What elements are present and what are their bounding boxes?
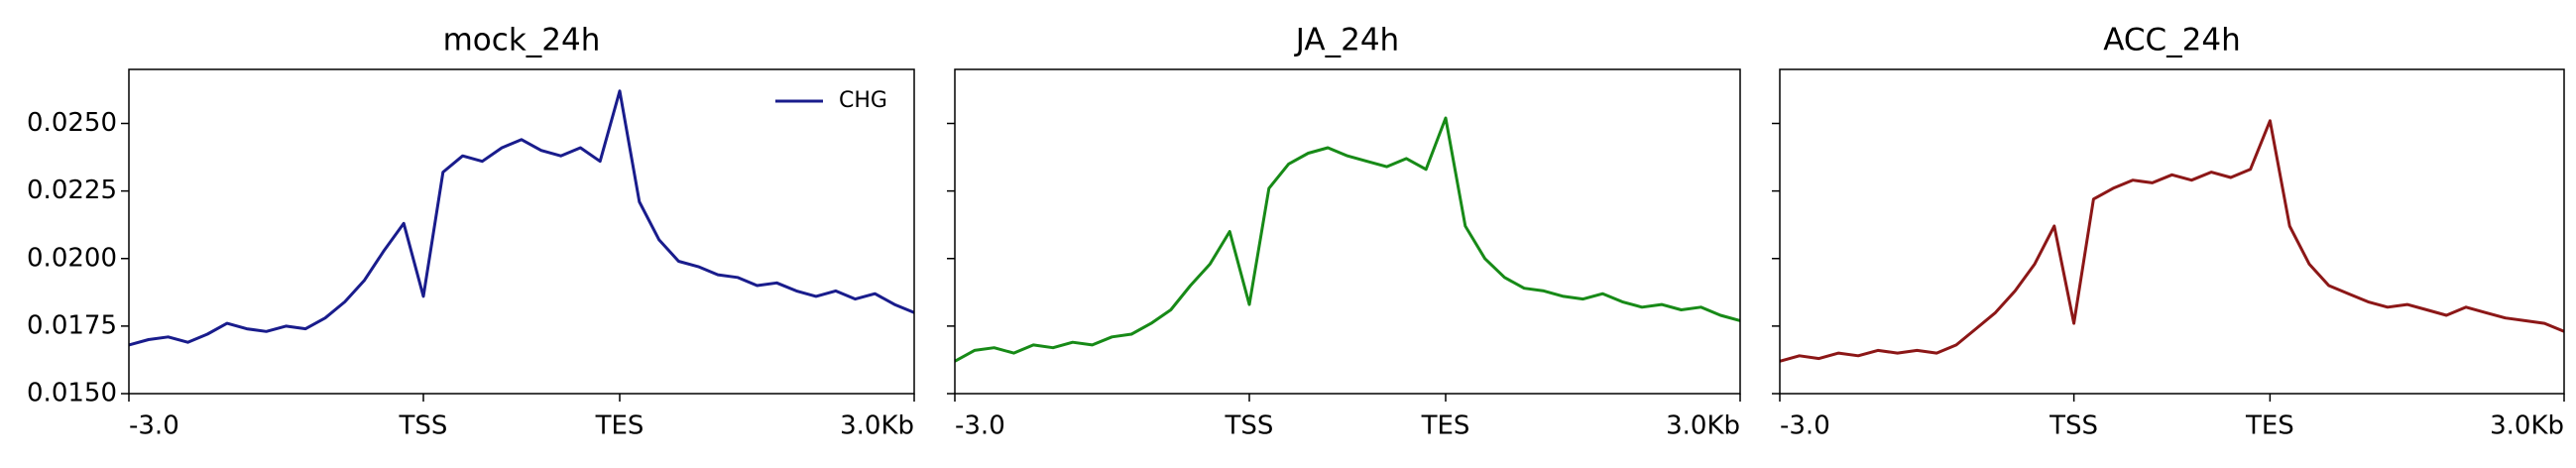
y-tick-label: 0.0200 bbox=[27, 243, 117, 273]
x-tick-label: -3.0 bbox=[1780, 411, 1830, 441]
y-tick-label: 0.0175 bbox=[27, 310, 117, 340]
y-tick-label: 0.0250 bbox=[27, 108, 117, 138]
data-line bbox=[1779, 119, 2565, 363]
y-tick-label: 0.0225 bbox=[27, 176, 117, 205]
x-tick-label: 3.0Kb bbox=[2490, 411, 2564, 441]
x-tick-label: TSS bbox=[2049, 411, 2098, 441]
plot-frame bbox=[128, 68, 915, 395]
data-line bbox=[128, 89, 915, 347]
x-tick-label: TES bbox=[2245, 411, 2294, 441]
y-tick-label: 0.0150 bbox=[27, 379, 117, 409]
chart-title: JA_24h bbox=[1294, 23, 1399, 58]
x-tick-label: 3.0Kb bbox=[840, 411, 914, 441]
x-tick-label: -3.0 bbox=[129, 411, 179, 441]
data-line bbox=[954, 116, 1741, 363]
legend-label: CHG bbox=[839, 88, 887, 113]
x-tick-label: TSS bbox=[1225, 411, 1274, 441]
plot-frame bbox=[954, 68, 1741, 395]
chart-title: mock_24h bbox=[443, 23, 601, 58]
x-tick-label: -3.0 bbox=[955, 411, 1005, 441]
x-tick-label: TES bbox=[1421, 411, 1470, 441]
x-tick-label: TSS bbox=[399, 411, 448, 441]
x-tick-label: TES bbox=[595, 411, 644, 441]
plot-frame bbox=[1779, 68, 2565, 395]
x-tick-label: 3.0Kb bbox=[1666, 411, 1740, 441]
chart-title: ACC_24h bbox=[2103, 23, 2241, 58]
